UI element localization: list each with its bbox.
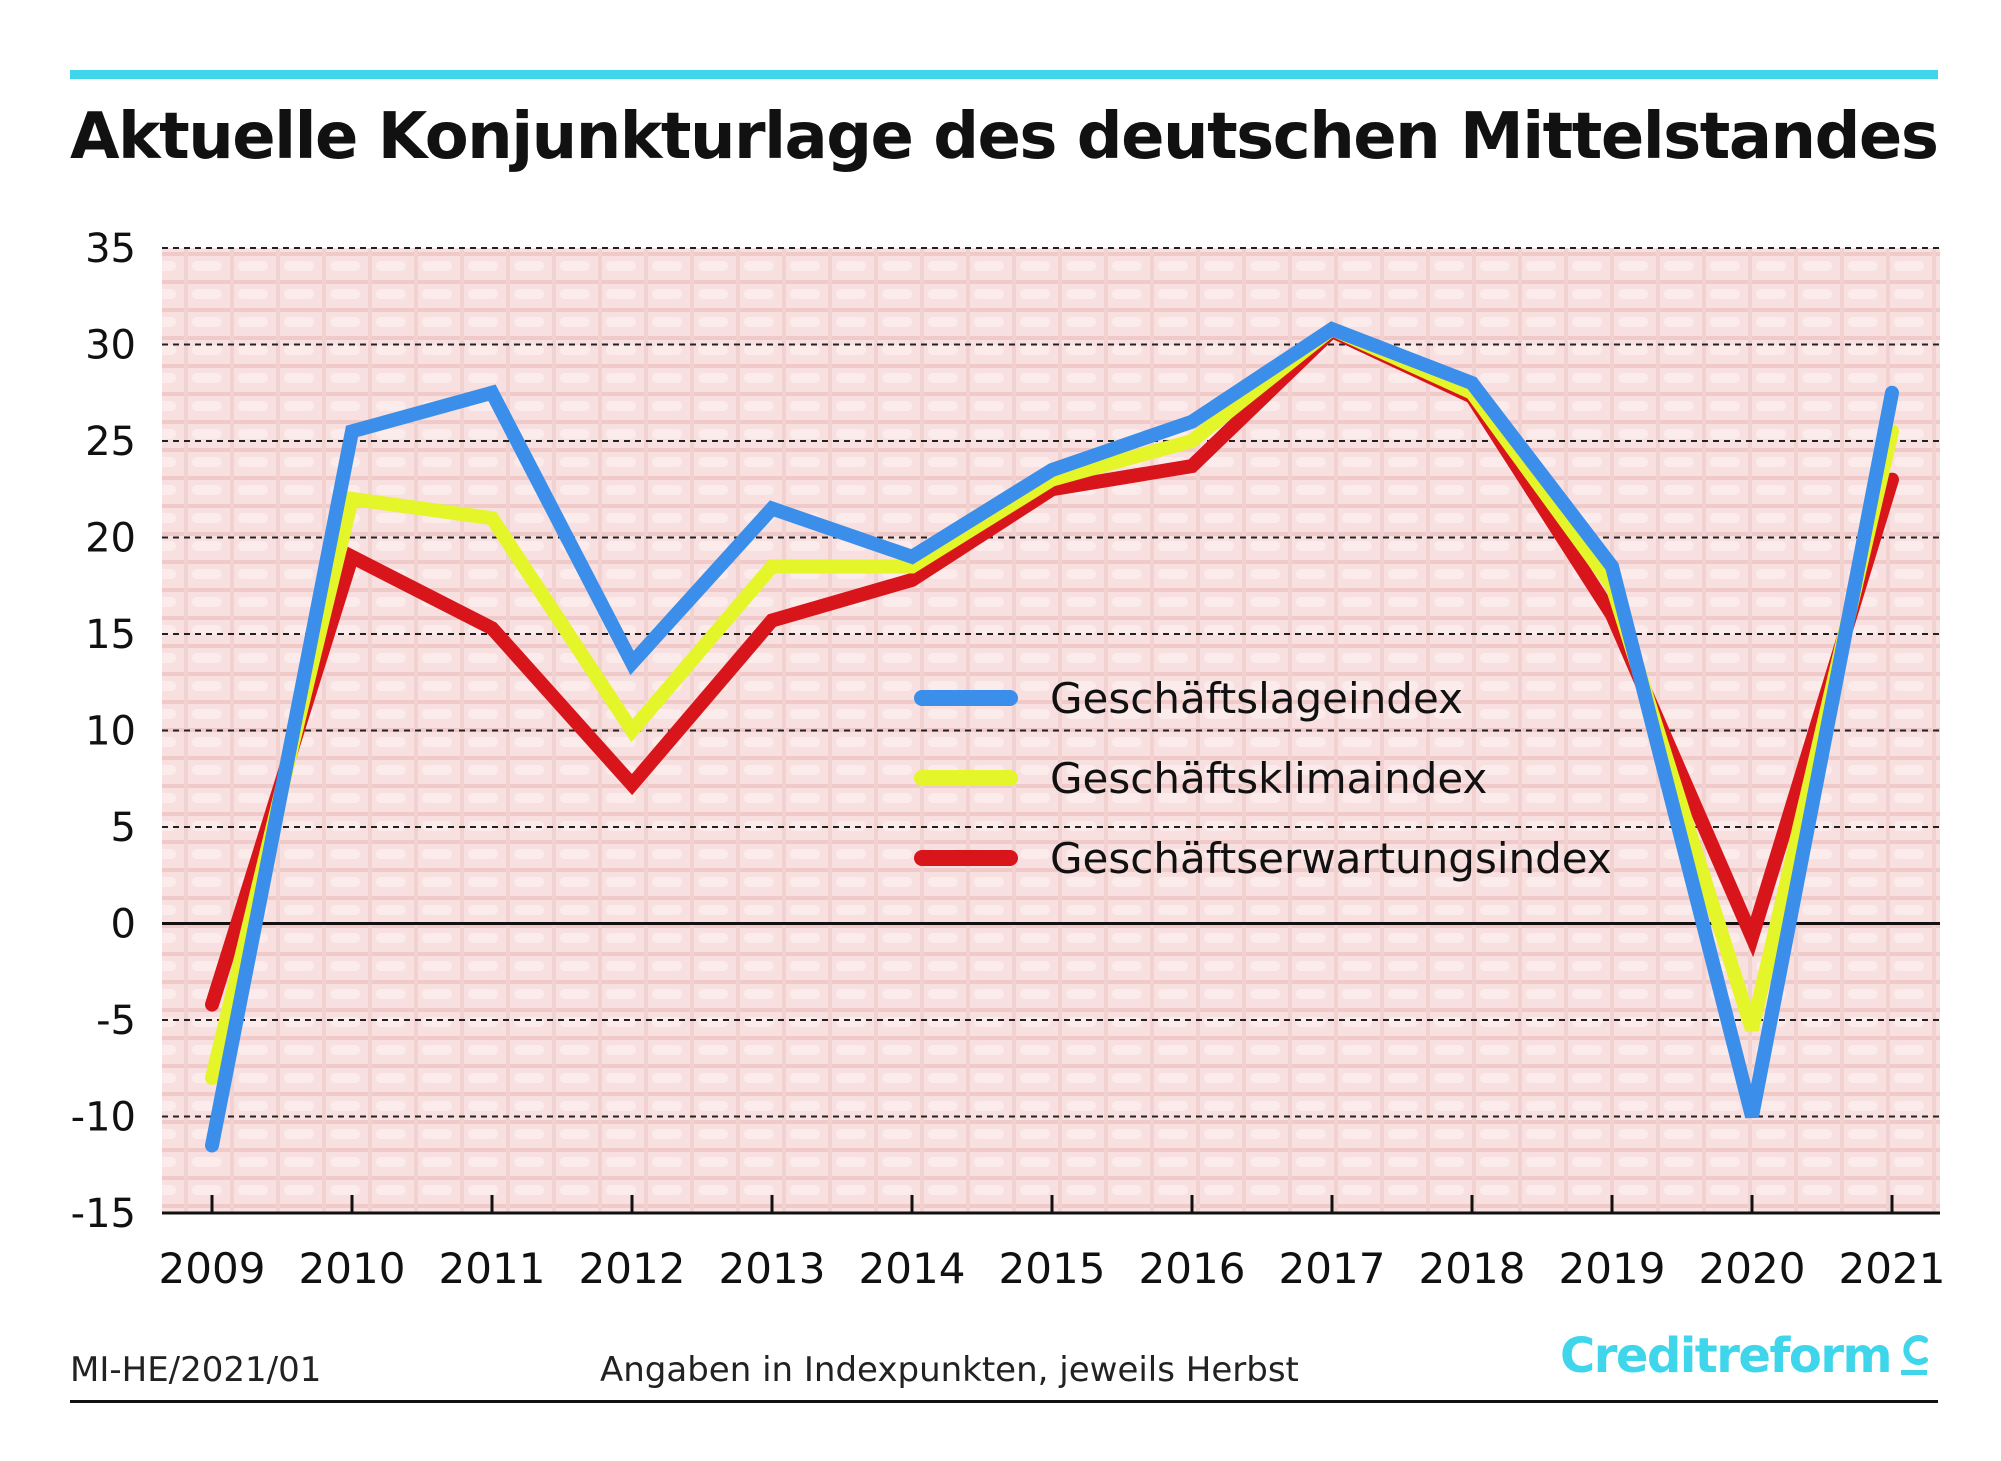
y-tick-label: 25 <box>85 419 136 465</box>
x-tick-label: 2009 <box>159 1244 266 1293</box>
brand-logo: Creditreform <box>1560 1326 1931 1386</box>
x-tick-label: 2015 <box>999 1244 1106 1293</box>
x-tick-label: 2017 <box>1279 1244 1386 1293</box>
series-line-0 <box>205 321 1899 1153</box>
y-tick-label: 15 <box>85 612 136 658</box>
brand-name: Creditreform <box>1560 1328 1892 1384</box>
y-tick-label: -5 <box>96 998 136 1044</box>
x-tick-label: 2011 <box>439 1244 546 1293</box>
footnote: Angaben in Indexpunkten, jeweils Herbst <box>600 1350 1299 1390</box>
x-tick-label: 2019 <box>1559 1244 1666 1293</box>
grid-lines <box>162 247 1940 1118</box>
x-tick-label: 2012 <box>579 1244 686 1293</box>
x-tick-label: 2021 <box>1839 1244 1946 1293</box>
y-tick-label: 10 <box>85 709 136 755</box>
chart-title: Aktuelle Konjunkturlage des deutschen Mi… <box>70 100 1939 174</box>
x-tick-label: 2018 <box>1419 1244 1526 1293</box>
top-accent-rule <box>70 70 1938 79</box>
x-tick-label: 2016 <box>1139 1244 1246 1293</box>
y-tick-label: -10 <box>71 1095 136 1141</box>
y-tick-label: 35 <box>85 226 136 272</box>
chart-code: MI-HE/2021/01 <box>70 1350 322 1390</box>
brand-mark-icon <box>1901 1335 1928 1375</box>
y-tick-label: 5 <box>111 805 136 851</box>
series-line-2 <box>205 322 1899 1012</box>
y-tick-label: -15 <box>71 1191 136 1237</box>
bottom-rule <box>70 1400 1938 1403</box>
series-lines <box>205 320 1899 1153</box>
x-tick-label: 2013 <box>719 1244 826 1293</box>
legend: Geschäftslageindex Geschäftsklimaindex Ges… <box>914 674 1612 883</box>
x-tick-label: 2010 <box>299 1244 406 1293</box>
x-tick-label: 2014 <box>859 1244 966 1293</box>
y-tick-label: 30 <box>85 323 136 369</box>
x-tick-label: 2020 <box>1699 1244 1806 1293</box>
y-tick-label: 0 <box>111 902 136 948</box>
legend-label: Geschäftsklimaindex <box>1050 754 1487 803</box>
legend-label: Geschäftserwartungsindex <box>1050 834 1612 883</box>
y-tick-label: 20 <box>85 516 136 562</box>
legend-label: Geschäftslageindex <box>1050 674 1463 723</box>
